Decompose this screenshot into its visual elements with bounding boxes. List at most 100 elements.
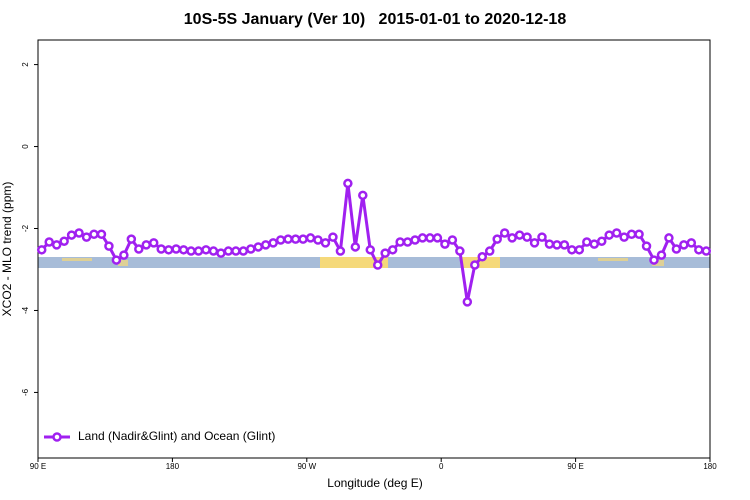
point [470, 260, 480, 270]
y-axis-label: XCO2 - MLO trend (ppm) [0, 182, 14, 317]
point [320, 238, 331, 248]
point [499, 228, 510, 238]
x-tick-label: 180 [166, 462, 180, 471]
point [89, 229, 99, 239]
point [328, 232, 338, 242]
point [283, 234, 293, 244]
point [253, 242, 264, 252]
point [574, 245, 585, 255]
point [148, 238, 159, 248]
point [141, 240, 152, 250]
point [380, 248, 390, 258]
point [216, 248, 226, 258]
point [701, 246, 712, 256]
point [119, 250, 129, 260]
point [193, 246, 204, 256]
point [492, 234, 502, 244]
point [51, 240, 62, 250]
point [171, 244, 181, 254]
legend-label: Land (Nadir&Glint) and Ocean (Glint) [78, 429, 275, 443]
y-tick-label: 2 [21, 62, 30, 67]
land-patch [118, 260, 128, 266]
point [343, 178, 353, 189]
point [656, 250, 667, 260]
point [544, 239, 555, 249]
point [507, 233, 517, 243]
point [36, 245, 47, 255]
point [395, 237, 405, 247]
point [694, 245, 704, 255]
point [246, 244, 256, 254]
chart-title: 10S-5S January (Ver 10) 2015-01-01 to 20… [184, 11, 567, 28]
point [522, 232, 532, 242]
point [529, 238, 540, 248]
land-patch [320, 257, 388, 268]
point [186, 246, 196, 256]
point [477, 252, 488, 262]
point [611, 228, 622, 238]
land-patch [598, 258, 628, 261]
point [537, 232, 547, 242]
point [410, 235, 420, 245]
point [559, 240, 570, 250]
point [589, 239, 600, 249]
point [664, 233, 674, 243]
point [111, 255, 122, 265]
point [641, 241, 652, 251]
point [619, 232, 629, 242]
point [156, 244, 166, 254]
point [74, 228, 84, 238]
point [462, 297, 473, 307]
point [455, 246, 465, 256]
point [447, 235, 458, 245]
series-line [40, 183, 707, 303]
x-tick-label: 180 [703, 462, 717, 471]
point [268, 238, 278, 248]
point [552, 240, 562, 250]
point [260, 240, 271, 250]
point [66, 230, 77, 240]
point [484, 246, 495, 256]
point [402, 237, 413, 247]
point [372, 260, 383, 270]
point [59, 236, 69, 246]
point [417, 233, 428, 243]
land-patch [652, 260, 664, 266]
point [96, 229, 107, 239]
x-tick-label: 0 [439, 462, 444, 471]
point [365, 245, 376, 255]
point [298, 234, 308, 244]
point [178, 245, 189, 255]
point [671, 244, 682, 254]
point [275, 235, 286, 245]
point [350, 242, 361, 252]
point [358, 190, 368, 201]
point [163, 245, 174, 255]
point [44, 237, 54, 247]
point [208, 246, 219, 256]
y-tick-label: -4 [21, 306, 30, 314]
point [231, 246, 241, 256]
point [514, 230, 525, 240]
y-tick-label: 0 [21, 144, 30, 149]
point [387, 245, 398, 255]
point [126, 234, 137, 244]
point [432, 233, 443, 243]
x-tick-label: 90 E [567, 462, 583, 471]
point [686, 238, 697, 248]
legend-marker [52, 432, 62, 442]
land-patch [462, 257, 500, 268]
y-tick-label: -6 [21, 388, 30, 396]
point [604, 230, 614, 240]
point [582, 237, 592, 247]
point [290, 234, 301, 244]
point [81, 232, 92, 242]
point [223, 246, 234, 256]
point [425, 233, 435, 243]
point [313, 235, 323, 245]
point [238, 246, 249, 256]
point [440, 239, 450, 249]
point [634, 229, 644, 239]
point [626, 229, 637, 239]
